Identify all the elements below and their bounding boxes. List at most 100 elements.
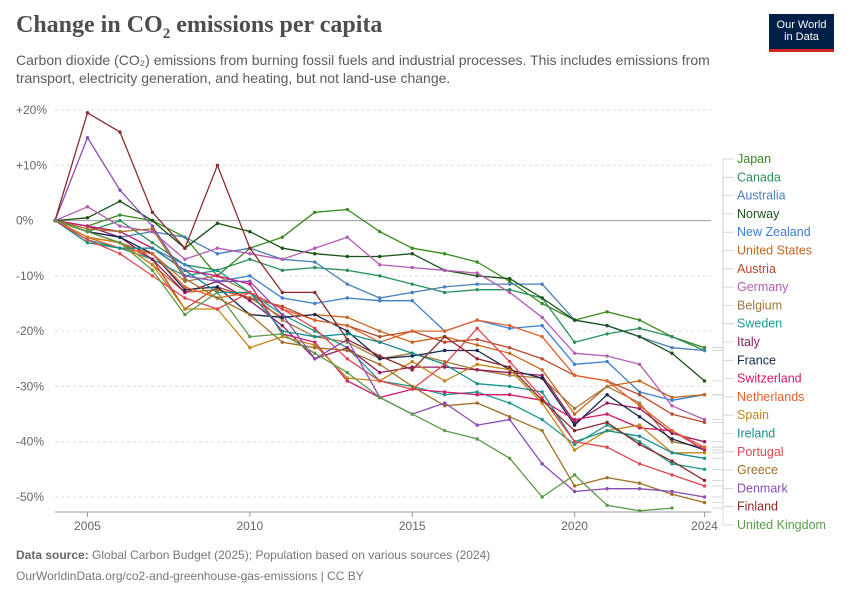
data-point[interactable] <box>443 379 447 383</box>
data-point[interactable] <box>540 462 544 466</box>
legend-label[interactable]: Switzerland <box>737 372 802 386</box>
data-point[interactable] <box>605 475 609 480</box>
data-point[interactable] <box>150 218 155 223</box>
data-point[interactable] <box>183 307 187 311</box>
data-point[interactable] <box>410 412 414 416</box>
legend-label[interactable]: Belgium <box>737 298 782 312</box>
data-point[interactable] <box>670 346 674 350</box>
data-point[interactable] <box>215 285 220 289</box>
data-point[interactable] <box>378 299 382 303</box>
data-point[interactable] <box>410 384 414 389</box>
data-point[interactable] <box>507 456 512 460</box>
data-point[interactable] <box>507 326 512 331</box>
data-point[interactable] <box>410 282 414 286</box>
data-point[interactable] <box>150 252 155 256</box>
data-point[interactable] <box>507 415 512 419</box>
data-point[interactable] <box>280 235 285 239</box>
legend-label[interactable]: Greece <box>737 463 778 477</box>
data-point[interactable] <box>150 210 155 214</box>
series-denmark[interactable] <box>53 135 707 499</box>
data-point[interactable] <box>313 290 317 295</box>
data-point[interactable] <box>345 268 349 273</box>
data-point[interactable] <box>443 334 447 339</box>
data-point[interactable] <box>475 393 479 397</box>
data-point[interactable] <box>605 503 609 507</box>
data-point[interactable] <box>410 365 414 369</box>
data-point[interactable] <box>605 428 609 433</box>
data-point[interactable] <box>345 348 349 353</box>
data-point[interactable] <box>670 459 674 463</box>
data-point[interactable] <box>183 290 187 295</box>
data-point[interactable] <box>702 393 707 397</box>
data-point[interactable] <box>215 221 220 226</box>
data-point[interactable] <box>345 329 349 333</box>
data-point[interactable] <box>475 326 479 331</box>
data-point[interactable] <box>475 348 479 353</box>
data-point[interactable] <box>248 229 252 234</box>
data-point[interactable] <box>670 404 674 408</box>
data-point[interactable] <box>637 442 642 447</box>
data-point[interactable] <box>150 268 155 273</box>
data-point[interactable] <box>280 329 285 333</box>
data-point[interactable] <box>378 296 382 300</box>
source-url[interactable]: OurWorldinData.org/co2-and-greenhouse-ga… <box>16 569 364 583</box>
data-point[interactable] <box>85 235 90 239</box>
legend-label[interactable]: Sweden <box>737 317 782 331</box>
series-line[interactable] <box>54 220 705 424</box>
data-point[interactable] <box>605 423 609 427</box>
data-point[interactable] <box>183 312 187 317</box>
data-point[interactable] <box>605 445 609 449</box>
data-point[interactable] <box>150 274 155 278</box>
data-point[interactable] <box>637 334 642 339</box>
data-point[interactable] <box>410 290 414 295</box>
data-point[interactable] <box>475 260 479 264</box>
data-point[interactable] <box>507 417 512 422</box>
data-point[interactable] <box>183 235 187 239</box>
data-point[interactable] <box>637 434 642 438</box>
data-point[interactable] <box>410 354 414 358</box>
data-point[interactable] <box>572 442 577 447</box>
data-point[interactable] <box>540 401 544 405</box>
data-point[interactable] <box>507 276 512 281</box>
data-point[interactable] <box>637 487 642 491</box>
data-point[interactable] <box>313 326 317 331</box>
data-point[interactable] <box>475 401 479 405</box>
data-point[interactable] <box>280 334 285 339</box>
data-point[interactable] <box>410 351 414 355</box>
data-point[interactable] <box>702 484 707 488</box>
data-point[interactable] <box>345 346 349 350</box>
data-point[interactable] <box>85 216 90 220</box>
data-point[interactable] <box>183 257 187 261</box>
data-point[interactable] <box>670 395 674 400</box>
data-point[interactable] <box>637 326 642 331</box>
data-point[interactable] <box>572 417 577 422</box>
data-point[interactable] <box>248 296 252 300</box>
data-point[interactable] <box>280 296 285 300</box>
data-point[interactable] <box>475 343 479 347</box>
data-point[interactable] <box>572 351 577 355</box>
data-point[interactable] <box>248 257 252 261</box>
data-point[interactable] <box>702 379 707 383</box>
data-point[interactable] <box>572 318 577 322</box>
data-point[interactable] <box>118 229 122 234</box>
data-point[interactable] <box>540 495 544 499</box>
data-point[interactable] <box>215 290 220 295</box>
data-point[interactable] <box>410 387 414 391</box>
data-point[interactable] <box>540 357 544 361</box>
data-point[interactable] <box>507 368 512 372</box>
data-point[interactable] <box>637 440 642 444</box>
data-point[interactable] <box>475 271 479 275</box>
data-point[interactable] <box>280 246 285 250</box>
legend-label[interactable]: Germany <box>737 280 789 294</box>
data-point[interactable] <box>183 287 187 292</box>
data-point[interactable] <box>702 420 707 425</box>
data-point[interactable] <box>183 279 187 284</box>
data-point[interactable] <box>345 207 349 212</box>
data-point[interactable] <box>507 290 512 295</box>
data-point[interactable] <box>215 307 220 311</box>
data-point[interactable] <box>702 456 707 460</box>
data-point[interactable] <box>313 252 317 256</box>
data-point[interactable] <box>345 254 349 259</box>
data-point[interactable] <box>507 279 512 284</box>
data-point[interactable] <box>443 340 447 344</box>
